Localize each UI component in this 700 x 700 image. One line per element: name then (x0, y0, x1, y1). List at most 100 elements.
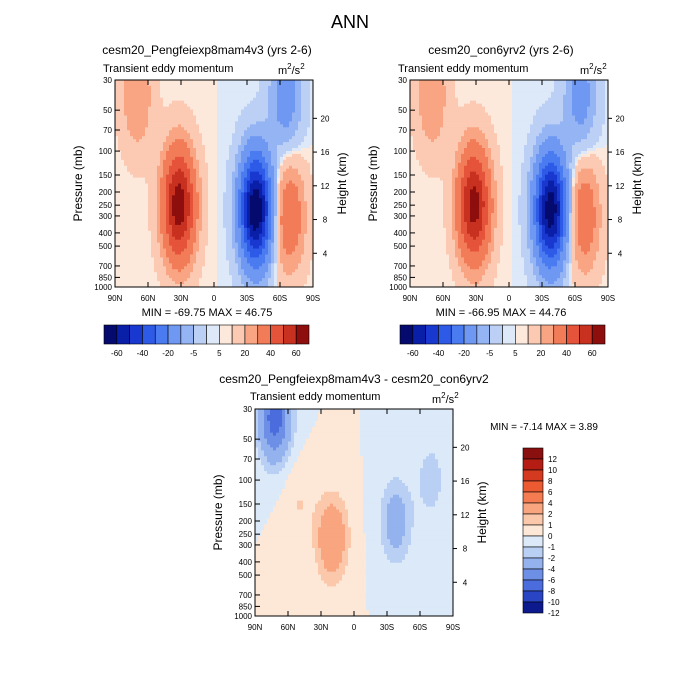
field-cell (283, 80, 287, 84)
field-cell (250, 115, 254, 119)
field-cell (205, 230, 209, 235)
field-cell (265, 210, 269, 214)
field-cell (464, 85, 468, 90)
field-cell (187, 174, 191, 178)
field-cell (271, 115, 275, 119)
field-cell (235, 210, 239, 214)
field-cell (286, 133, 290, 137)
field-cell (163, 236, 167, 241)
field-cell (229, 204, 233, 208)
field-cell (193, 124, 197, 128)
field-cell (202, 254, 206, 258)
field-cell (202, 94, 206, 99)
field-cell (190, 210, 194, 214)
field-cell (184, 195, 188, 199)
field-cell (205, 192, 209, 196)
field-cell (172, 177, 176, 181)
field-cell (136, 145, 140, 149)
field-cell (163, 269, 167, 273)
field-cell (238, 109, 242, 113)
field-cell (295, 233, 299, 238)
field-cell (295, 145, 299, 149)
field-cell (115, 156, 119, 161)
field-cell (121, 272, 125, 276)
field-cell (148, 195, 152, 199)
field-cell (157, 284, 161, 288)
field-cell (262, 239, 266, 244)
field-cell (292, 260, 296, 264)
field-cell (190, 213, 194, 217)
field-cell (238, 159, 242, 164)
field-cell (127, 198, 131, 202)
field-cell (205, 168, 209, 173)
field-cell (184, 168, 188, 173)
field-cell (235, 233, 239, 238)
field-cell (160, 284, 164, 288)
field-cell (139, 100, 143, 105)
field-cell (527, 80, 531, 84)
field-cell (283, 145, 287, 149)
field-cell (307, 245, 311, 249)
field-cell (283, 230, 287, 235)
field-cell (163, 186, 167, 190)
field-cell (187, 165, 191, 170)
field-cell (238, 263, 242, 267)
field-cell (133, 242, 137, 246)
field-cell (160, 278, 164, 282)
field-cell (139, 80, 143, 84)
field-cell (259, 204, 263, 208)
field-cell (310, 263, 314, 267)
field-cell (214, 109, 218, 113)
field-cell (289, 142, 293, 146)
field-cell (193, 272, 197, 276)
field-cell (196, 177, 200, 181)
field-cell (247, 236, 251, 241)
field-cell (250, 183, 254, 187)
field-cell (163, 251, 167, 255)
field-cell (259, 224, 263, 229)
field-cell (190, 174, 194, 178)
field-cell (178, 195, 182, 199)
field-cell (169, 165, 173, 170)
field-cell (289, 94, 293, 99)
field-cell (298, 115, 302, 119)
field-cell (301, 236, 305, 241)
field-cell (271, 139, 275, 143)
field-cell (163, 207, 167, 211)
field-cell (190, 251, 194, 255)
field-cell (214, 189, 218, 193)
field-cell (181, 121, 185, 125)
field-cell (193, 171, 197, 176)
field-cell (136, 139, 140, 143)
field-cell (202, 180, 206, 184)
field-cell (226, 97, 230, 102)
field-cell (172, 230, 176, 235)
field-cell (244, 82, 248, 87)
field-cell (175, 162, 179, 167)
field-cell (301, 195, 305, 199)
field-cell (289, 242, 293, 246)
field-cell (262, 186, 266, 190)
field-cell (256, 204, 260, 208)
field-cell (178, 281, 182, 285)
field-cell (533, 80, 537, 84)
field-cell (124, 118, 128, 122)
field-cell (133, 278, 137, 282)
field-cell (419, 85, 423, 90)
field-cell (250, 218, 254, 223)
field-cell (512, 88, 516, 93)
field-cell (175, 180, 179, 184)
field-cell (554, 88, 558, 93)
field-cell (166, 168, 170, 173)
field-cell (130, 227, 134, 232)
field-cell (196, 210, 200, 214)
field-cell (154, 224, 158, 229)
field-cell (232, 130, 236, 134)
field-cell (277, 198, 281, 202)
field-cell (151, 263, 155, 267)
field-cell (301, 278, 305, 282)
field-cell (145, 112, 149, 116)
field-cell (428, 85, 432, 90)
field-cell (220, 272, 224, 276)
field-cell (301, 153, 305, 158)
